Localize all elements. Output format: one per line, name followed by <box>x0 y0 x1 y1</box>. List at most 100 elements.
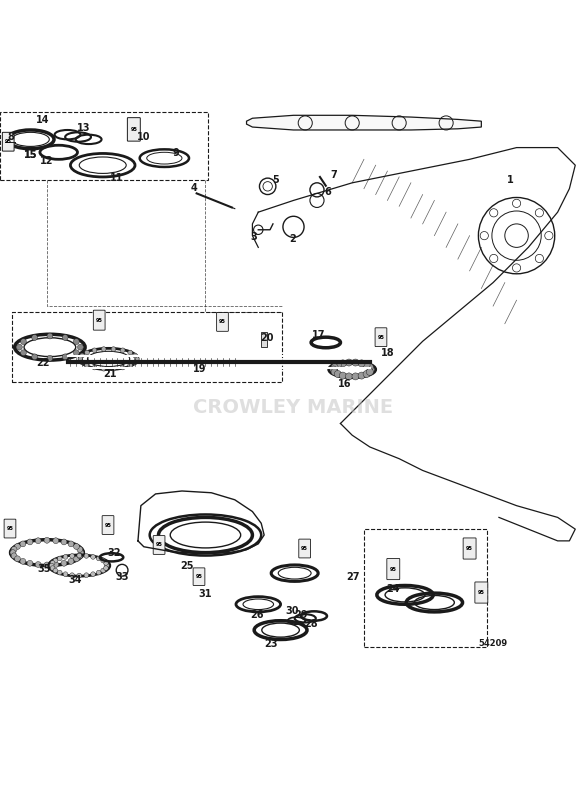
FancyBboxPatch shape <box>299 539 311 558</box>
Text: 20: 20 <box>261 334 274 343</box>
Text: 30: 30 <box>286 606 299 616</box>
Circle shape <box>545 231 553 240</box>
Circle shape <box>358 360 365 367</box>
Text: 25: 25 <box>180 561 193 570</box>
Text: 2: 2 <box>289 234 296 244</box>
Circle shape <box>77 573 82 578</box>
Circle shape <box>331 363 338 370</box>
Circle shape <box>366 363 373 370</box>
Text: 35: 35 <box>38 564 50 574</box>
Text: 3: 3 <box>250 232 257 242</box>
Circle shape <box>120 366 125 370</box>
Text: 33: 33 <box>116 572 129 582</box>
Circle shape <box>102 366 106 371</box>
Text: 95: 95 <box>195 574 203 579</box>
Circle shape <box>73 338 79 345</box>
Circle shape <box>21 350 26 356</box>
Circle shape <box>90 554 95 559</box>
Text: 18: 18 <box>380 348 394 358</box>
Circle shape <box>61 560 67 566</box>
Circle shape <box>77 553 83 558</box>
FancyBboxPatch shape <box>375 328 387 346</box>
Text: 15: 15 <box>24 150 37 160</box>
FancyBboxPatch shape <box>193 568 205 586</box>
Circle shape <box>21 338 26 345</box>
Circle shape <box>111 346 116 351</box>
Text: 7: 7 <box>330 170 337 179</box>
Text: 95: 95 <box>219 319 226 325</box>
Circle shape <box>358 372 365 379</box>
Circle shape <box>20 558 26 564</box>
Circle shape <box>363 370 370 378</box>
Text: 31: 31 <box>199 589 212 598</box>
Text: 14: 14 <box>36 115 49 125</box>
Text: 95: 95 <box>104 522 112 527</box>
Circle shape <box>366 368 373 375</box>
Circle shape <box>490 254 498 262</box>
Text: 95: 95 <box>5 139 12 144</box>
Circle shape <box>103 561 108 566</box>
Text: 54209: 54209 <box>478 639 508 648</box>
Text: 95: 95 <box>390 566 397 571</box>
Text: 12: 12 <box>41 156 53 166</box>
Circle shape <box>73 350 79 356</box>
Circle shape <box>331 368 338 375</box>
Circle shape <box>352 359 359 366</box>
FancyBboxPatch shape <box>217 313 228 331</box>
Circle shape <box>44 562 50 568</box>
Circle shape <box>85 363 89 368</box>
Text: CROWLEY MARINE: CROWLEY MARINE <box>194 398 393 417</box>
Circle shape <box>32 334 38 341</box>
Circle shape <box>80 353 85 358</box>
Circle shape <box>68 541 74 547</box>
Circle shape <box>352 373 359 380</box>
Circle shape <box>47 333 53 339</box>
Circle shape <box>77 344 83 350</box>
Circle shape <box>90 572 95 577</box>
Text: 24: 24 <box>387 584 400 594</box>
Circle shape <box>35 562 41 567</box>
Circle shape <box>78 357 83 362</box>
Text: 13: 13 <box>77 123 90 134</box>
Circle shape <box>11 546 17 552</box>
Text: 8: 8 <box>7 132 14 142</box>
Text: 11: 11 <box>110 173 123 183</box>
Text: 15: 15 <box>24 150 37 160</box>
Circle shape <box>73 543 79 550</box>
Circle shape <box>512 264 521 272</box>
Circle shape <box>15 556 21 562</box>
Circle shape <box>50 566 55 570</box>
FancyBboxPatch shape <box>93 310 105 330</box>
Circle shape <box>27 539 33 545</box>
Text: 95: 95 <box>466 546 473 551</box>
Circle shape <box>77 554 82 558</box>
FancyBboxPatch shape <box>463 538 476 559</box>
Circle shape <box>10 550 16 555</box>
Text: 19: 19 <box>193 364 206 374</box>
Circle shape <box>134 357 139 362</box>
Text: 95: 95 <box>130 127 137 133</box>
Circle shape <box>35 538 41 544</box>
Circle shape <box>53 568 58 573</box>
Circle shape <box>73 556 79 562</box>
Circle shape <box>11 553 17 558</box>
Circle shape <box>363 362 370 369</box>
Circle shape <box>133 353 137 358</box>
Text: 21: 21 <box>104 369 117 378</box>
Circle shape <box>111 366 116 371</box>
Circle shape <box>84 573 89 578</box>
Circle shape <box>15 543 21 550</box>
Circle shape <box>58 556 62 561</box>
Text: 29: 29 <box>295 610 308 621</box>
FancyBboxPatch shape <box>153 535 165 554</box>
Text: 23: 23 <box>265 638 278 649</box>
Circle shape <box>128 363 133 368</box>
Circle shape <box>50 561 55 566</box>
Circle shape <box>254 225 263 234</box>
Circle shape <box>70 554 75 558</box>
Circle shape <box>68 558 74 564</box>
Circle shape <box>128 350 133 355</box>
Circle shape <box>77 546 83 552</box>
Circle shape <box>62 354 68 360</box>
Circle shape <box>96 570 101 575</box>
